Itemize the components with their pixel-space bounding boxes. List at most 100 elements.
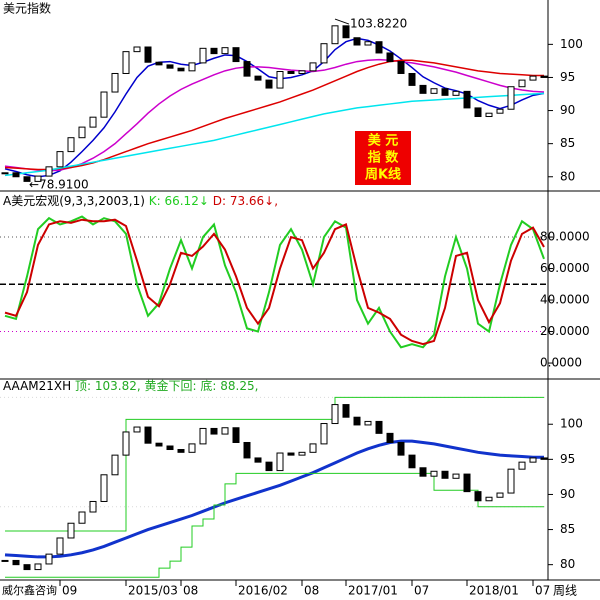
candle [529, 75, 537, 81]
candle [133, 426, 141, 433]
candle [540, 457, 548, 460]
candle [298, 451, 306, 456]
y-tick-label: 60.0000 [540, 261, 590, 275]
candle [397, 441, 405, 456]
candle [496, 492, 504, 498]
y-tick-label: 100 [560, 417, 583, 431]
legend-entry: K: 66.12↓ [149, 194, 209, 208]
candle [221, 47, 229, 55]
candle [485, 112, 493, 118]
legend-entry: 底: 88.25, [200, 378, 258, 393]
annotation: 103.8220 [350, 17, 407, 31]
period-label: 周线 [553, 584, 577, 598]
candle [331, 25, 339, 45]
candle [133, 46, 141, 53]
candle [353, 416, 361, 426]
candle [56, 151, 64, 168]
y-tick-label: 80.0000 [540, 230, 590, 244]
x-tick-label: 09 [62, 584, 77, 598]
badge-text: 周K线 [365, 167, 401, 183]
candle [397, 61, 405, 74]
badge-text: 指 数 [368, 150, 400, 166]
badge-text: 美 元 [368, 133, 399, 149]
candle [408, 72, 416, 86]
candle [210, 427, 218, 435]
candle [199, 427, 207, 445]
y-tick-label: 85 [560, 136, 575, 150]
kd-line [4, 218, 545, 346]
candle [430, 470, 438, 477]
watermark: 威尔鑫咨询 [2, 583, 57, 597]
candle [320, 423, 328, 445]
candle [221, 427, 229, 435]
annotation: ←78.9100 [29, 177, 89, 191]
legend-entry: AAAM21XH [3, 379, 71, 393]
candle [67, 522, 75, 539]
x-tick-label: 2018/01 [469, 584, 519, 598]
candle [375, 420, 383, 434]
y-tick-label: 95 [560, 70, 575, 84]
candle [331, 404, 339, 425]
candle [276, 70, 284, 89]
candle [265, 461, 273, 472]
legend-entry: A美元宏观(9,3,3,2003,1) [3, 193, 145, 208]
candle [419, 84, 427, 94]
candle [265, 79, 273, 89]
candle [111, 454, 119, 476]
legend-entry: 黄金下回: [145, 378, 197, 393]
candle [100, 91, 108, 118]
x-tick-label: 2016/02 [238, 584, 288, 598]
candle [320, 43, 328, 64]
candle [452, 473, 460, 479]
candle [89, 116, 97, 128]
candle [155, 61, 163, 66]
candle [177, 67, 185, 72]
y-tick-label: 20.0000 [540, 324, 590, 338]
candle [56, 537, 64, 555]
candle [287, 452, 295, 456]
x-tick-label: 2015/03 [128, 584, 178, 598]
candle [12, 559, 20, 566]
candle [122, 431, 130, 456]
candle [529, 457, 537, 463]
candle [364, 420, 372, 426]
candle [254, 457, 262, 463]
candle [276, 452, 284, 472]
candle [45, 553, 53, 565]
candle [540, 75, 548, 78]
candle [232, 47, 240, 63]
candle [408, 454, 416, 469]
candle [89, 500, 97, 513]
candle [463, 473, 471, 493]
candle [375, 41, 383, 54]
candle [188, 443, 196, 453]
candle [243, 441, 251, 459]
y-tick-label: 80 [560, 557, 575, 571]
candle [419, 467, 427, 477]
kd-line [4, 215, 545, 349]
candle [210, 47, 218, 55]
candle [430, 88, 438, 94]
annotation-leader [334, 18, 350, 25]
badge-box [355, 131, 411, 185]
candle [23, 564, 31, 571]
y-tick-label: 80 [560, 169, 575, 183]
candle [232, 427, 240, 443]
candle [34, 175, 42, 182]
candle [12, 172, 20, 178]
candle [155, 442, 163, 447]
candle [518, 79, 526, 88]
candle [166, 445, 174, 451]
y-tick-label: 95 [560, 452, 575, 466]
candle [243, 61, 251, 77]
panel-title: AAAM21XH 顶: 103.82, 黄金下回: 底: 88.25, [3, 378, 258, 393]
candle [144, 426, 152, 444]
x-tick-label: 2017/01 [348, 584, 398, 598]
candle [100, 474, 108, 502]
candle [254, 75, 262, 81]
y-tick-label: 100 [560, 37, 583, 51]
candle [441, 470, 449, 479]
legend-entry: D: 73.66↓, [213, 194, 278, 208]
candle [78, 126, 86, 139]
